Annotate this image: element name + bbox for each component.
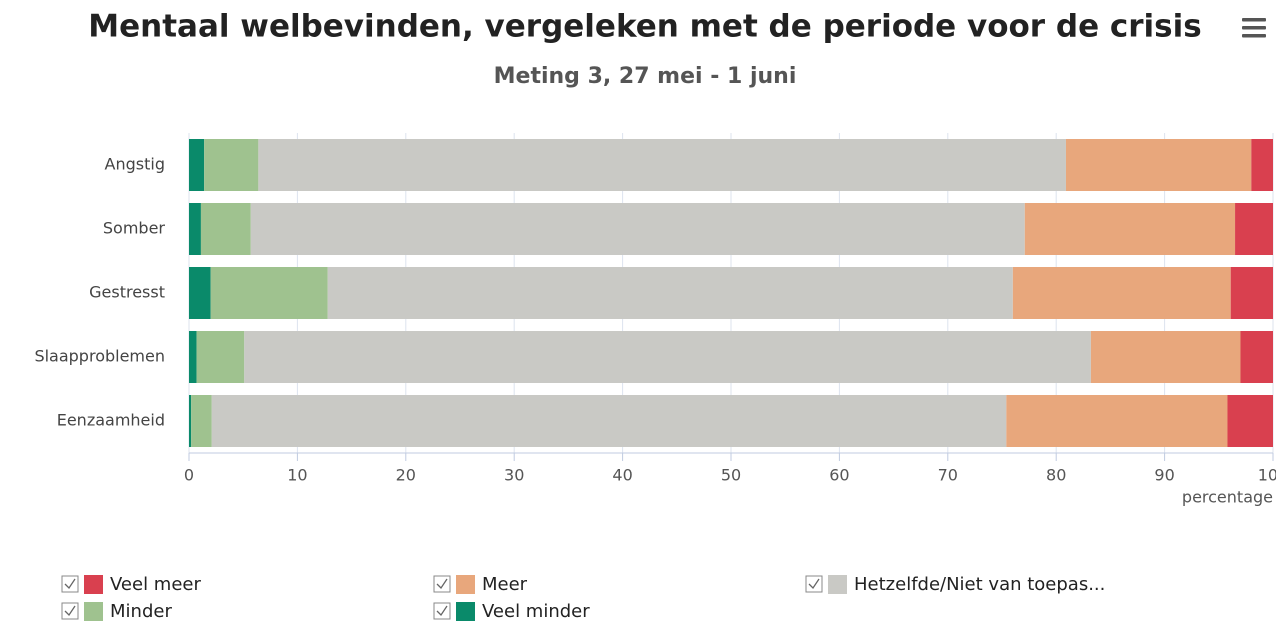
x-tick-label: 20	[396, 466, 416, 485]
bar-segment	[189, 139, 205, 191]
bar-segment	[1227, 395, 1273, 447]
bar-segment	[1240, 331, 1273, 383]
legend-swatch[interactable]	[84, 575, 103, 594]
x-tick-label: 70	[938, 466, 958, 485]
legend-check[interactable]	[64, 605, 76, 617]
x-tick-label: 90	[1154, 466, 1174, 485]
x-tick-label: 50	[721, 466, 741, 485]
menu-bar[interactable]	[1242, 18, 1266, 22]
x-tick-label: 10	[287, 466, 307, 485]
bar-segment	[244, 331, 1091, 383]
legend-swatch[interactable]	[84, 602, 103, 621]
y-tick-label: Gestresst	[89, 283, 165, 302]
bar-segment	[327, 267, 1013, 319]
chart-subtitle: Meting 3, 27 mei - 1 juni	[494, 64, 797, 89]
menu-bar[interactable]	[1242, 26, 1266, 30]
bar-segment	[1230, 267, 1273, 319]
legend-label[interactable]: Meer	[482, 574, 528, 595]
bar-segment	[211, 395, 1007, 447]
bar-segment	[1065, 139, 1252, 191]
bar-segment	[210, 267, 328, 319]
legend-label[interactable]: Hetzelfde/Niet van toepas...	[854, 574, 1105, 595]
bar-segment	[189, 267, 211, 319]
bar-segment	[1012, 267, 1231, 319]
legend-check[interactable]	[436, 605, 448, 617]
legend-checkbox[interactable]	[433, 575, 451, 593]
legend-label[interactable]: Veel minder	[482, 601, 590, 622]
legend-checkbox[interactable]	[805, 575, 823, 593]
bar-segment	[189, 395, 192, 447]
x-tick-label: 80	[1046, 466, 1066, 485]
legend-check[interactable]	[808, 578, 820, 590]
bar-segment	[1251, 139, 1273, 191]
bar-segment	[258, 139, 1066, 191]
legend-swatch[interactable]	[456, 575, 475, 594]
bar-segment	[189, 203, 201, 255]
x-tick-label: 40	[612, 466, 632, 485]
bar-segment	[250, 203, 1025, 255]
x-tick-label: 100	[1258, 466, 1276, 485]
bar-segment	[204, 139, 259, 191]
legend-label[interactable]: Veel meer	[110, 574, 201, 595]
y-tick-label: Eenzaamheid	[57, 411, 165, 430]
y-tick-label: Somber	[103, 219, 166, 238]
legend-check[interactable]	[436, 578, 448, 590]
legend-checkbox[interactable]	[433, 602, 451, 620]
legend-checkbox[interactable]	[61, 602, 79, 620]
legend-label[interactable]: Minder	[110, 601, 172, 622]
y-tick-label: Slaapproblemen	[34, 347, 165, 366]
legend-swatch[interactable]	[828, 575, 847, 594]
legend-check[interactable]	[64, 578, 76, 590]
x-tick-label: 60	[829, 466, 849, 485]
bar-segment	[1024, 203, 1236, 255]
x-axis-label: percentage	[1182, 488, 1273, 507]
bar-segment	[1090, 331, 1241, 383]
bar-segment	[1235, 203, 1273, 255]
y-tick-label: Angstig	[105, 155, 165, 174]
menu-icon[interactable]	[1242, 18, 1266, 38]
bar-segment	[196, 331, 245, 383]
x-tick-label: 30	[504, 466, 524, 485]
bar-segment	[191, 395, 212, 447]
bar-segment	[200, 203, 251, 255]
menu-bar[interactable]	[1242, 34, 1266, 38]
legend-swatch[interactable]	[456, 602, 475, 621]
chart-title: Mentaal welbevinden, vergeleken met de p…	[88, 9, 1201, 45]
x-tick-label: 0	[184, 466, 194, 485]
bar-segment	[189, 331, 197, 383]
legend-checkbox[interactable]	[61, 575, 79, 593]
bar-segment	[1006, 395, 1228, 447]
